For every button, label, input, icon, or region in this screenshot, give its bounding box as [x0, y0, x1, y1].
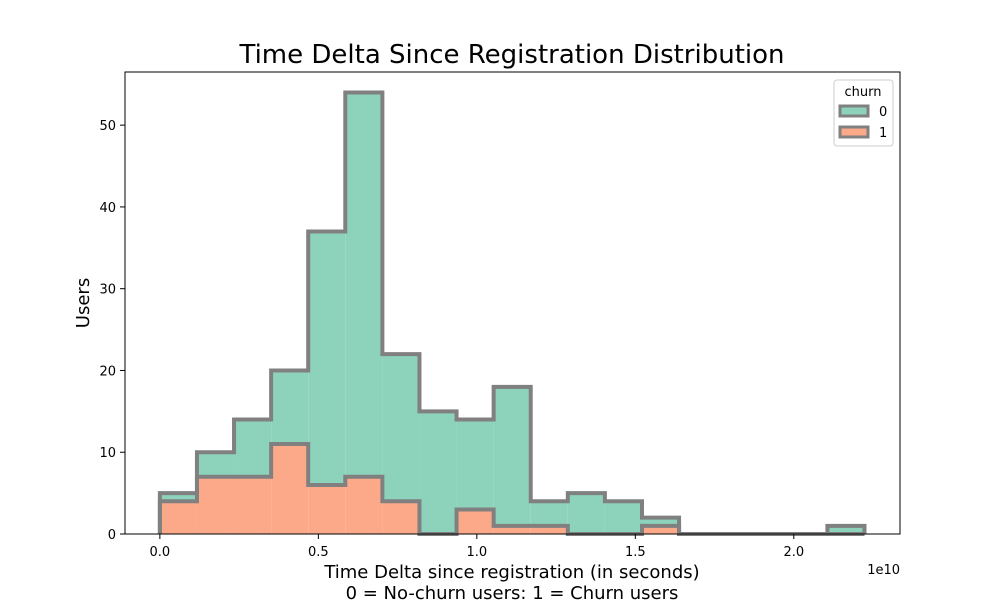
bar-churn-1-bin-9 — [493, 525, 531, 534]
legend-swatch-1 — [838, 125, 870, 139]
bar-churn-0-bin-9 — [493, 386, 531, 526]
legend: churn 0 1 — [833, 79, 894, 147]
bar-churn-1-bin-2 — [234, 476, 272, 534]
bar-churn-1-bin-8 — [456, 509, 494, 534]
bar-churn-0-bin-4 — [308, 231, 346, 485]
x-tick-label: 0.5 — [308, 545, 329, 560]
y-axis-ticks: 0 10 20 30 40 50 — [99, 119, 125, 543]
legend-label-1: 1 — [879, 126, 887, 141]
y-tick-label: 20 — [99, 364, 116, 379]
y-tick-label: 50 — [99, 119, 116, 134]
y-tick-label: 40 — [99, 201, 116, 216]
plot-area-frame — [124, 71, 901, 535]
bar-churn-0-bin-1 — [196, 452, 235, 477]
x-axis-ticks: 0.0 0.5 1.0 1.5 2.0 — [150, 534, 804, 560]
x-tick-label: 1.0 — [466, 545, 487, 560]
bar-churn-0-bin-10 — [530, 501, 568, 526]
bar-churn-1-bin-5 — [345, 476, 383, 534]
bar-churn-0-bin-8 — [456, 419, 494, 510]
legend-title: churn — [845, 85, 882, 100]
x-tick-label: 1.5 — [625, 545, 646, 560]
y-axis-label: Users — [73, 278, 94, 328]
bar-churn-0-bin-5 — [345, 92, 383, 477]
legend-swatch-0 — [838, 104, 870, 118]
bar-churn-0-bin-7 — [419, 411, 457, 534]
bar-churn-0-bin-0 — [159, 493, 197, 502]
chart-title: Time Delta Since Registration Distributi… — [238, 40, 784, 70]
x-tick-label: 2.0 — [783, 545, 804, 560]
bar-churn-1-bin-1 — [196, 476, 235, 534]
x-axis-label-line1: Time Delta since registration (in second… — [323, 562, 699, 583]
bar-churn-1-bin-13 — [641, 525, 680, 534]
y-tick-label: 30 — [99, 283, 116, 298]
bar-churn-1-bin-4 — [308, 484, 346, 534]
x-axis-label-line2: 0 = No-churn users: 1 = Churn users — [346, 583, 679, 600]
bar-churn-0-bin-18 — [827, 525, 865, 534]
bar-churn-1-bin-6 — [382, 501, 420, 534]
bar-churn-0-bin-13 — [641, 517, 680, 526]
y-tick-label: 10 — [99, 446, 116, 461]
bar-churn-0-bin-11 — [567, 493, 605, 534]
y-tick-label: 0 — [108, 528, 116, 543]
legend-label-0: 0 — [879, 105, 887, 120]
bar-churn-0-bin-6 — [382, 354, 420, 502]
bar-churn-1-bin-10 — [530, 525, 568, 534]
bar-churn-1-bin-3 — [271, 444, 309, 534]
bar-churn-0-bin-12 — [604, 501, 642, 534]
bars-layer — [159, 92, 865, 534]
bar-churn-0-bin-2 — [234, 419, 272, 477]
bar-churn-1-bin-0 — [159, 501, 197, 534]
x-offset-label: 1e10 — [867, 563, 900, 578]
bar-churn-0-bin-3 — [271, 370, 309, 445]
x-tick-label: 0.0 — [150, 545, 171, 560]
